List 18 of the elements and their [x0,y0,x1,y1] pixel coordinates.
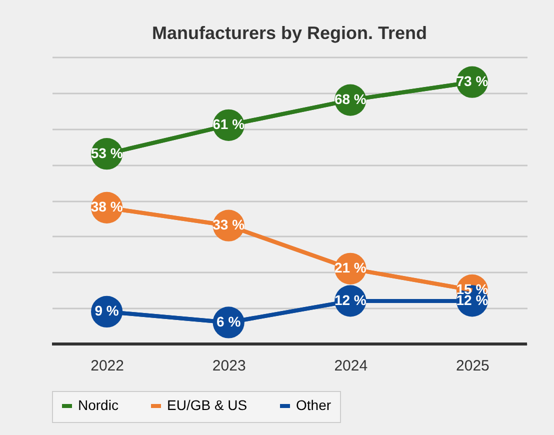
x-tick-label: 2025 [456,358,490,374]
x-tick-label: 2023 [212,358,246,374]
data-label: 21 % [334,260,367,276]
data-label: 9 % [94,302,120,319]
data-label: 12 % [334,292,367,308]
data-label: 68 % [334,91,367,108]
x-tick-label: 2022 [90,358,124,374]
data-label: 53 % [90,144,124,161]
data-label: 38 % [90,198,124,215]
legend-label: Other [296,397,332,413]
x-tick-label: 2024 [334,358,368,374]
data-label: 73 % [456,73,489,90]
legend-label: EU/GB & US [167,397,248,413]
data-label: 33 % [212,216,246,233]
legend-label: Nordic [78,397,118,413]
data-label: 61 % [212,116,246,132]
data-label: 6 % [216,313,242,330]
chart-title: Manufacturers by Region. Trend [152,23,428,43]
